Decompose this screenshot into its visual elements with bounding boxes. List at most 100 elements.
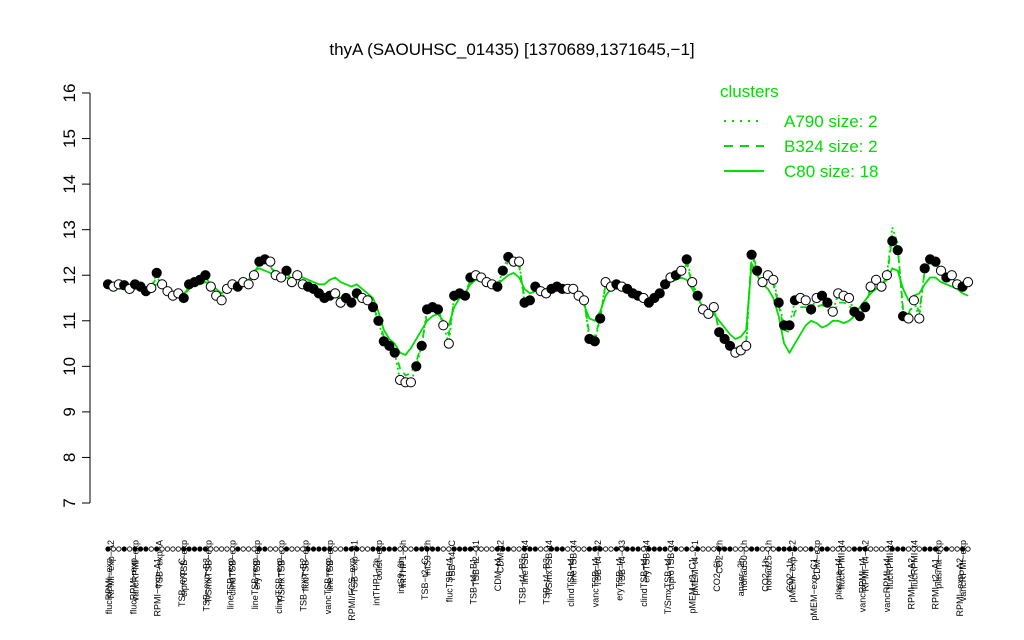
data-point-open <box>216 295 227 306</box>
bottom-sample-label: TSB−t4−B3 <box>517 558 527 605</box>
strip-marker <box>538 546 544 552</box>
strip-marker <box>424 546 430 552</box>
data-point-filled <box>719 333 730 345</box>
strip-marker <box>229 546 235 552</box>
top-sample-label: RPMI−t4−A2 <box>861 540 871 592</box>
strip-marker <box>197 546 203 552</box>
strip-marker <box>278 546 284 552</box>
top-sample-label: clindTSB−exp <box>228 540 238 596</box>
strip-marker <box>700 546 706 552</box>
legend-label-c80: C80 size: 18 <box>784 162 879 181</box>
data-point-filled <box>151 267 162 278</box>
strip-marker <box>776 546 782 552</box>
strip-marker <box>727 546 733 552</box>
strip-marker <box>640 546 647 552</box>
bottom-sample-label: RPMI−t2−A1 <box>931 558 941 610</box>
strip-marker <box>202 546 208 552</box>
strip-marker <box>711 546 717 552</box>
y-tick-label: 13 <box>60 220 79 239</box>
data-point-filled <box>887 236 898 247</box>
data-point-filled <box>595 313 606 324</box>
top-sample-label: TSB−exp−B1 <box>349 540 359 594</box>
strip-marker <box>181 546 187 552</box>
data-point-open <box>286 277 297 288</box>
strip-marker <box>494 546 500 552</box>
bottom-sample-label: vancRPMI−t4 <box>882 558 892 612</box>
bottom-sample-label: RPMI/FCS−exp <box>347 558 357 621</box>
data-point-open <box>438 320 449 331</box>
strip-marker <box>667 546 674 552</box>
top-sample-label: flucRPMI−t4 <box>909 540 919 589</box>
strip-marker <box>873 546 879 552</box>
data-point-filled <box>524 295 536 306</box>
y-tick-label: 11 <box>60 312 79 330</box>
strip-marker <box>224 546 230 552</box>
y-tick-label: 9 <box>60 407 79 416</box>
strip-marker <box>289 546 295 552</box>
data-point-filled <box>373 315 384 326</box>
strip-marker <box>613 546 620 552</box>
data-point-filled <box>784 320 795 331</box>
strip-marker <box>743 546 749 552</box>
bottom-sample-label: anaer−2h <box>736 558 746 596</box>
strip-marker <box>483 546 490 552</box>
data-point-filled <box>752 265 763 276</box>
data-point-open <box>871 274 882 285</box>
strip-marker <box>462 546 468 552</box>
data-point-open <box>800 295 811 306</box>
strip-marker <box>943 546 950 552</box>
data-point-open <box>146 282 157 294</box>
strip-marker <box>721 546 728 552</box>
data-points <box>102 236 974 388</box>
bottom-sample-label: TSB−t2−C <box>420 558 430 601</box>
strip-marker <box>186 546 192 552</box>
top-sample-label: pMEM−exp−C2 <box>788 540 798 603</box>
data-point-open <box>946 270 957 281</box>
strip-marker <box>327 546 333 552</box>
bottom-sample-label: CDM−t4 <box>493 558 503 591</box>
top-sample-label: T/SmxTSB−exp <box>276 540 286 603</box>
data-point-open <box>292 270 303 281</box>
data-point-open <box>843 292 855 304</box>
strip-marker <box>370 546 376 552</box>
bottom-sample-labels: flucRPMI−exp flucRPMI−exp RPMI−exp−A1 TSB−e… <box>104 558 965 621</box>
bottom-sample-label: T/SmxTSB−t4 <box>663 558 673 614</box>
strip-marker <box>608 546 614 552</box>
data-point-filled <box>389 347 400 358</box>
strip-marker <box>824 546 831 552</box>
top-sample-label: colist−exp <box>374 540 384 580</box>
strip-marker <box>213 546 219 552</box>
top-sample-label: T/SmxTSB−t4 <box>544 540 554 596</box>
strip-marker <box>121 546 127 552</box>
strip-marker <box>127 546 133 552</box>
data-point-filled <box>854 311 865 322</box>
data-point-filled <box>589 336 600 347</box>
bottom-sample-label: vancTSB−exp <box>323 558 333 614</box>
strip-marker <box>678 546 684 552</box>
bottom-sample-label: flucRPMI−exp <box>128 558 138 614</box>
strip-marker <box>300 546 306 552</box>
top-sample-label: TSB−t4−B2 <box>593 540 603 587</box>
top-sample-label: vancRPMI−exp <box>958 540 968 601</box>
strip-marker <box>256 546 262 552</box>
data-point-open <box>514 256 525 267</box>
top-sample-label: intTHP1−6h <box>398 540 408 588</box>
data-point-filled <box>654 288 665 299</box>
strip-marker <box>219 546 225 552</box>
strip-marker <box>511 546 517 552</box>
bottom-sample-label: intTHP1−2h <box>372 558 382 606</box>
strip-marker <box>597 546 603 552</box>
strip-marker <box>857 546 863 552</box>
strip-marker <box>473 546 479 552</box>
strip-marker <box>478 546 484 552</box>
bottom-sample-label: eryTSB−t4 <box>615 558 625 601</box>
strip-marker <box>694 546 701 552</box>
top-sample-label: nonad50−1h <box>739 540 749 590</box>
strip-marker <box>862 546 868 552</box>
strip-marker <box>364 546 371 552</box>
strip-marker <box>786 546 793 552</box>
strip-marker <box>456 546 463 552</box>
strip-marker <box>489 546 495 552</box>
top-sample-label: CDM−t2 <box>496 540 506 573</box>
strip-marker <box>143 546 149 552</box>
